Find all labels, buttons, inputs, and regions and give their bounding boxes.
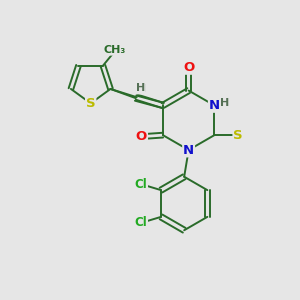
Text: S: S bbox=[86, 97, 95, 110]
Text: Cl: Cl bbox=[134, 216, 147, 229]
Text: N: N bbox=[209, 99, 220, 112]
Text: S: S bbox=[233, 129, 243, 142]
Text: H: H bbox=[220, 98, 230, 108]
Text: H: H bbox=[137, 84, 146, 94]
Text: N: N bbox=[183, 143, 194, 157]
Text: O: O bbox=[136, 130, 147, 143]
Text: H: H bbox=[136, 83, 145, 93]
Text: O: O bbox=[183, 61, 194, 74]
Text: Cl: Cl bbox=[134, 178, 147, 191]
Text: CH₃: CH₃ bbox=[103, 45, 125, 55]
